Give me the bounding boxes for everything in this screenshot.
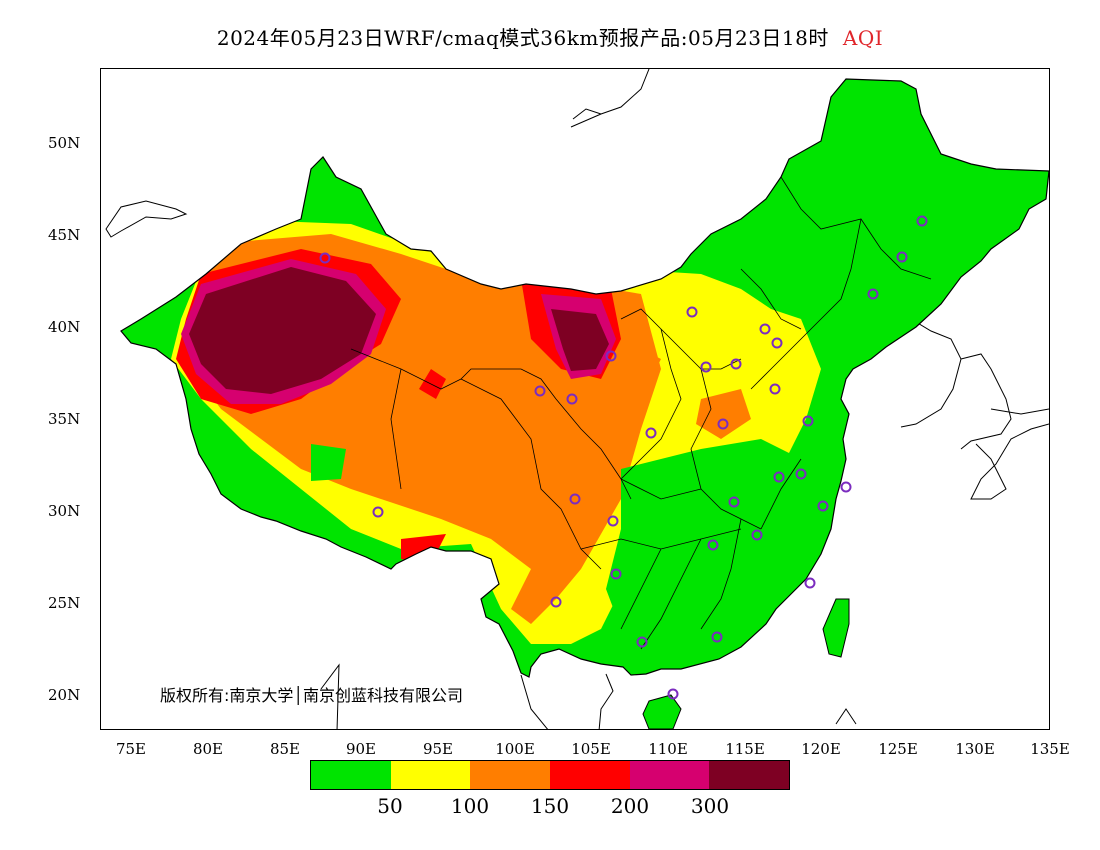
lat-label-20n: 20N xyxy=(48,686,81,704)
station-marker xyxy=(867,288,879,300)
station-marker xyxy=(550,596,562,608)
aqi-zone-hazardous xyxy=(189,267,609,394)
station-marker xyxy=(711,631,723,643)
station-marker xyxy=(319,252,331,264)
station-marker xyxy=(569,493,581,505)
lon-label-135e: 135E xyxy=(1030,740,1070,758)
lon-label-90e: 90E xyxy=(345,740,377,758)
lat-label-25n: 25N xyxy=(48,594,81,612)
aqi-zone-good-south xyxy=(201,439,831,669)
station-marker xyxy=(717,418,729,430)
station-marker xyxy=(566,393,578,405)
aqi-map xyxy=(105,69,1049,729)
province-borders xyxy=(350,176,932,650)
station-marker xyxy=(730,358,742,370)
legend-tick-300: 300 xyxy=(690,794,730,818)
station-marker xyxy=(773,471,785,483)
station-marker xyxy=(896,251,908,263)
lat-label-35n: 35N xyxy=(48,410,81,428)
lat-label-30n: 30N xyxy=(48,502,81,520)
legend-tick-50: 50 xyxy=(377,794,403,818)
lat-label-50n: 50N xyxy=(48,134,81,152)
lon-label-130e: 130E xyxy=(955,740,995,758)
station-marker xyxy=(771,337,783,349)
station-marker xyxy=(916,215,928,227)
lon-label-125e: 125E xyxy=(878,740,918,758)
lon-label-100e: 100E xyxy=(495,740,535,758)
station-marker xyxy=(804,577,816,589)
lon-label-120e: 120E xyxy=(801,740,841,758)
legend-swatch-hazardous xyxy=(709,761,790,789)
station-marker xyxy=(605,350,617,362)
station-marker xyxy=(534,385,546,397)
neighbor-border-north xyxy=(570,69,650,128)
station-marker xyxy=(636,636,648,648)
aqi-legend xyxy=(310,760,790,790)
station-marker xyxy=(610,568,622,580)
station-marker xyxy=(667,688,679,700)
station-marker xyxy=(840,481,852,493)
southeast-asia-outline xyxy=(320,663,857,729)
legend-tick-150: 150 xyxy=(530,794,570,818)
station-marker xyxy=(372,506,384,518)
station-marker xyxy=(645,427,657,439)
legend-swatch-sensitive xyxy=(470,761,551,789)
station-marker xyxy=(707,539,719,551)
station-marker xyxy=(795,468,807,480)
station-marker xyxy=(607,515,619,527)
taiwan-outline xyxy=(822,598,850,658)
station-marker xyxy=(817,500,829,512)
map-title: 2024年05月23日WRF/cmaq模式36km预报产品:05月23日18时 A… xyxy=(0,22,1100,51)
station-marker xyxy=(769,383,781,395)
lon-label-95e: 95E xyxy=(422,740,454,758)
lon-label-110e: 110E xyxy=(648,740,688,758)
lat-label-45n: 45N xyxy=(48,226,81,244)
title-variable: AQI xyxy=(842,26,884,50)
station-markers xyxy=(319,215,928,700)
legend-swatch-unhealthy xyxy=(550,761,630,789)
lon-label-85e: 85E xyxy=(269,740,301,758)
station-marker xyxy=(751,529,763,541)
station-marker xyxy=(700,361,712,373)
lon-label-115e: 115E xyxy=(725,740,765,758)
station-marker xyxy=(759,323,771,335)
map-frame xyxy=(100,68,1050,730)
lon-label-80e: 80E xyxy=(192,740,224,758)
lat-label-40n: 40N xyxy=(48,318,81,336)
hainan-outline xyxy=(642,694,682,729)
lon-label-105e: 105E xyxy=(571,740,611,758)
legend-swatch-very-unhealthy xyxy=(629,761,710,789)
legend-tick-100: 100 xyxy=(450,794,490,818)
legend-swatch-good xyxy=(311,761,391,789)
lon-label-75e: 75E xyxy=(115,740,147,758)
station-marker xyxy=(686,306,698,318)
legend-swatch-moderate xyxy=(390,761,471,789)
station-marker xyxy=(802,415,814,427)
copyright-text: 版权所有:南京大学│南京创蓝科技有限公司 xyxy=(160,686,464,705)
title-text: 2024年05月23日WRF/cmaq模式36km预报产品:05月23日18时 xyxy=(216,26,829,50)
korea-japan-outline xyxy=(900,318,1049,500)
neighbor-border-kazakhstan xyxy=(105,200,188,238)
legend-tick-200: 200 xyxy=(610,794,650,818)
station-marker xyxy=(728,496,740,508)
